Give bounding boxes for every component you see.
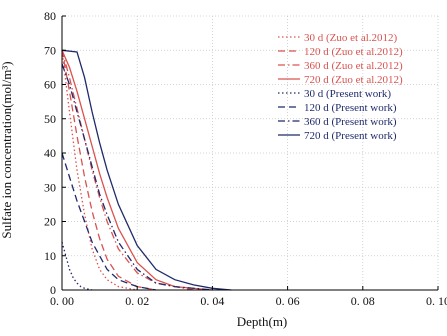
series-line-7 <box>61 63 213 291</box>
legend-label: 30 d (Zuo et al.2012) <box>304 32 398 44</box>
y-tick-label: 60 <box>44 78 56 92</box>
legend-label: 360 d (Zuo et al.2012) <box>304 60 403 72</box>
y-axis-label: Sulfate ion concentration(mol/m³) <box>0 61 14 238</box>
x-tick-label: 0. 04 <box>200 294 224 308</box>
y-tick-label: 0 <box>50 283 56 297</box>
x-tick-label: 0. 08 <box>351 294 375 308</box>
x-tick-label: 0. 10 <box>426 294 447 308</box>
y-tick-label: 20 <box>44 215 56 229</box>
y-tick-label: 80 <box>44 9 56 23</box>
series-line-4 <box>61 50 213 291</box>
legend-label: 720 d (Present work) <box>304 130 397 142</box>
y-tick-label: 30 <box>44 180 56 194</box>
y-tick-label: 50 <box>44 112 56 126</box>
y-tick-label: 70 <box>44 43 56 57</box>
legend-label: 360 d (Present work) <box>304 116 397 128</box>
legend-label: 720 d (Zuo et al.2012) <box>304 74 403 86</box>
legend-label: 120 d (Zuo et al.2012) <box>304 46 403 58</box>
x-tick-label: 0. 00 <box>50 294 74 308</box>
y-tick-label: 10 <box>44 249 56 263</box>
series-line-6 <box>61 152 157 291</box>
legend: 30 d (Zuo et al.2012) 120 d (Zuo et al.20… <box>278 32 403 142</box>
y-tick-label: 40 <box>44 146 56 160</box>
series-line-2 <box>61 50 157 291</box>
series-line-5 <box>61 241 93 291</box>
x-axis-label: Depth(m) <box>237 314 288 329</box>
x-tick-label: 0. 06 <box>276 294 300 308</box>
series-line-1 <box>61 50 138 291</box>
axes: 0. 00 0. 02 0. 04 0. 06 0. 08 0. 10 0 10 20 30 40 5… <box>44 9 447 308</box>
series-line-3 <box>61 50 194 291</box>
legend-label: 120 d (Present work) <box>304 102 397 114</box>
series-line-8 <box>61 49 232 291</box>
series-lines <box>61 49 232 291</box>
x-tick-label: 0. 02 <box>125 294 149 308</box>
legend-label: 30 d (Present work) <box>304 88 391 100</box>
